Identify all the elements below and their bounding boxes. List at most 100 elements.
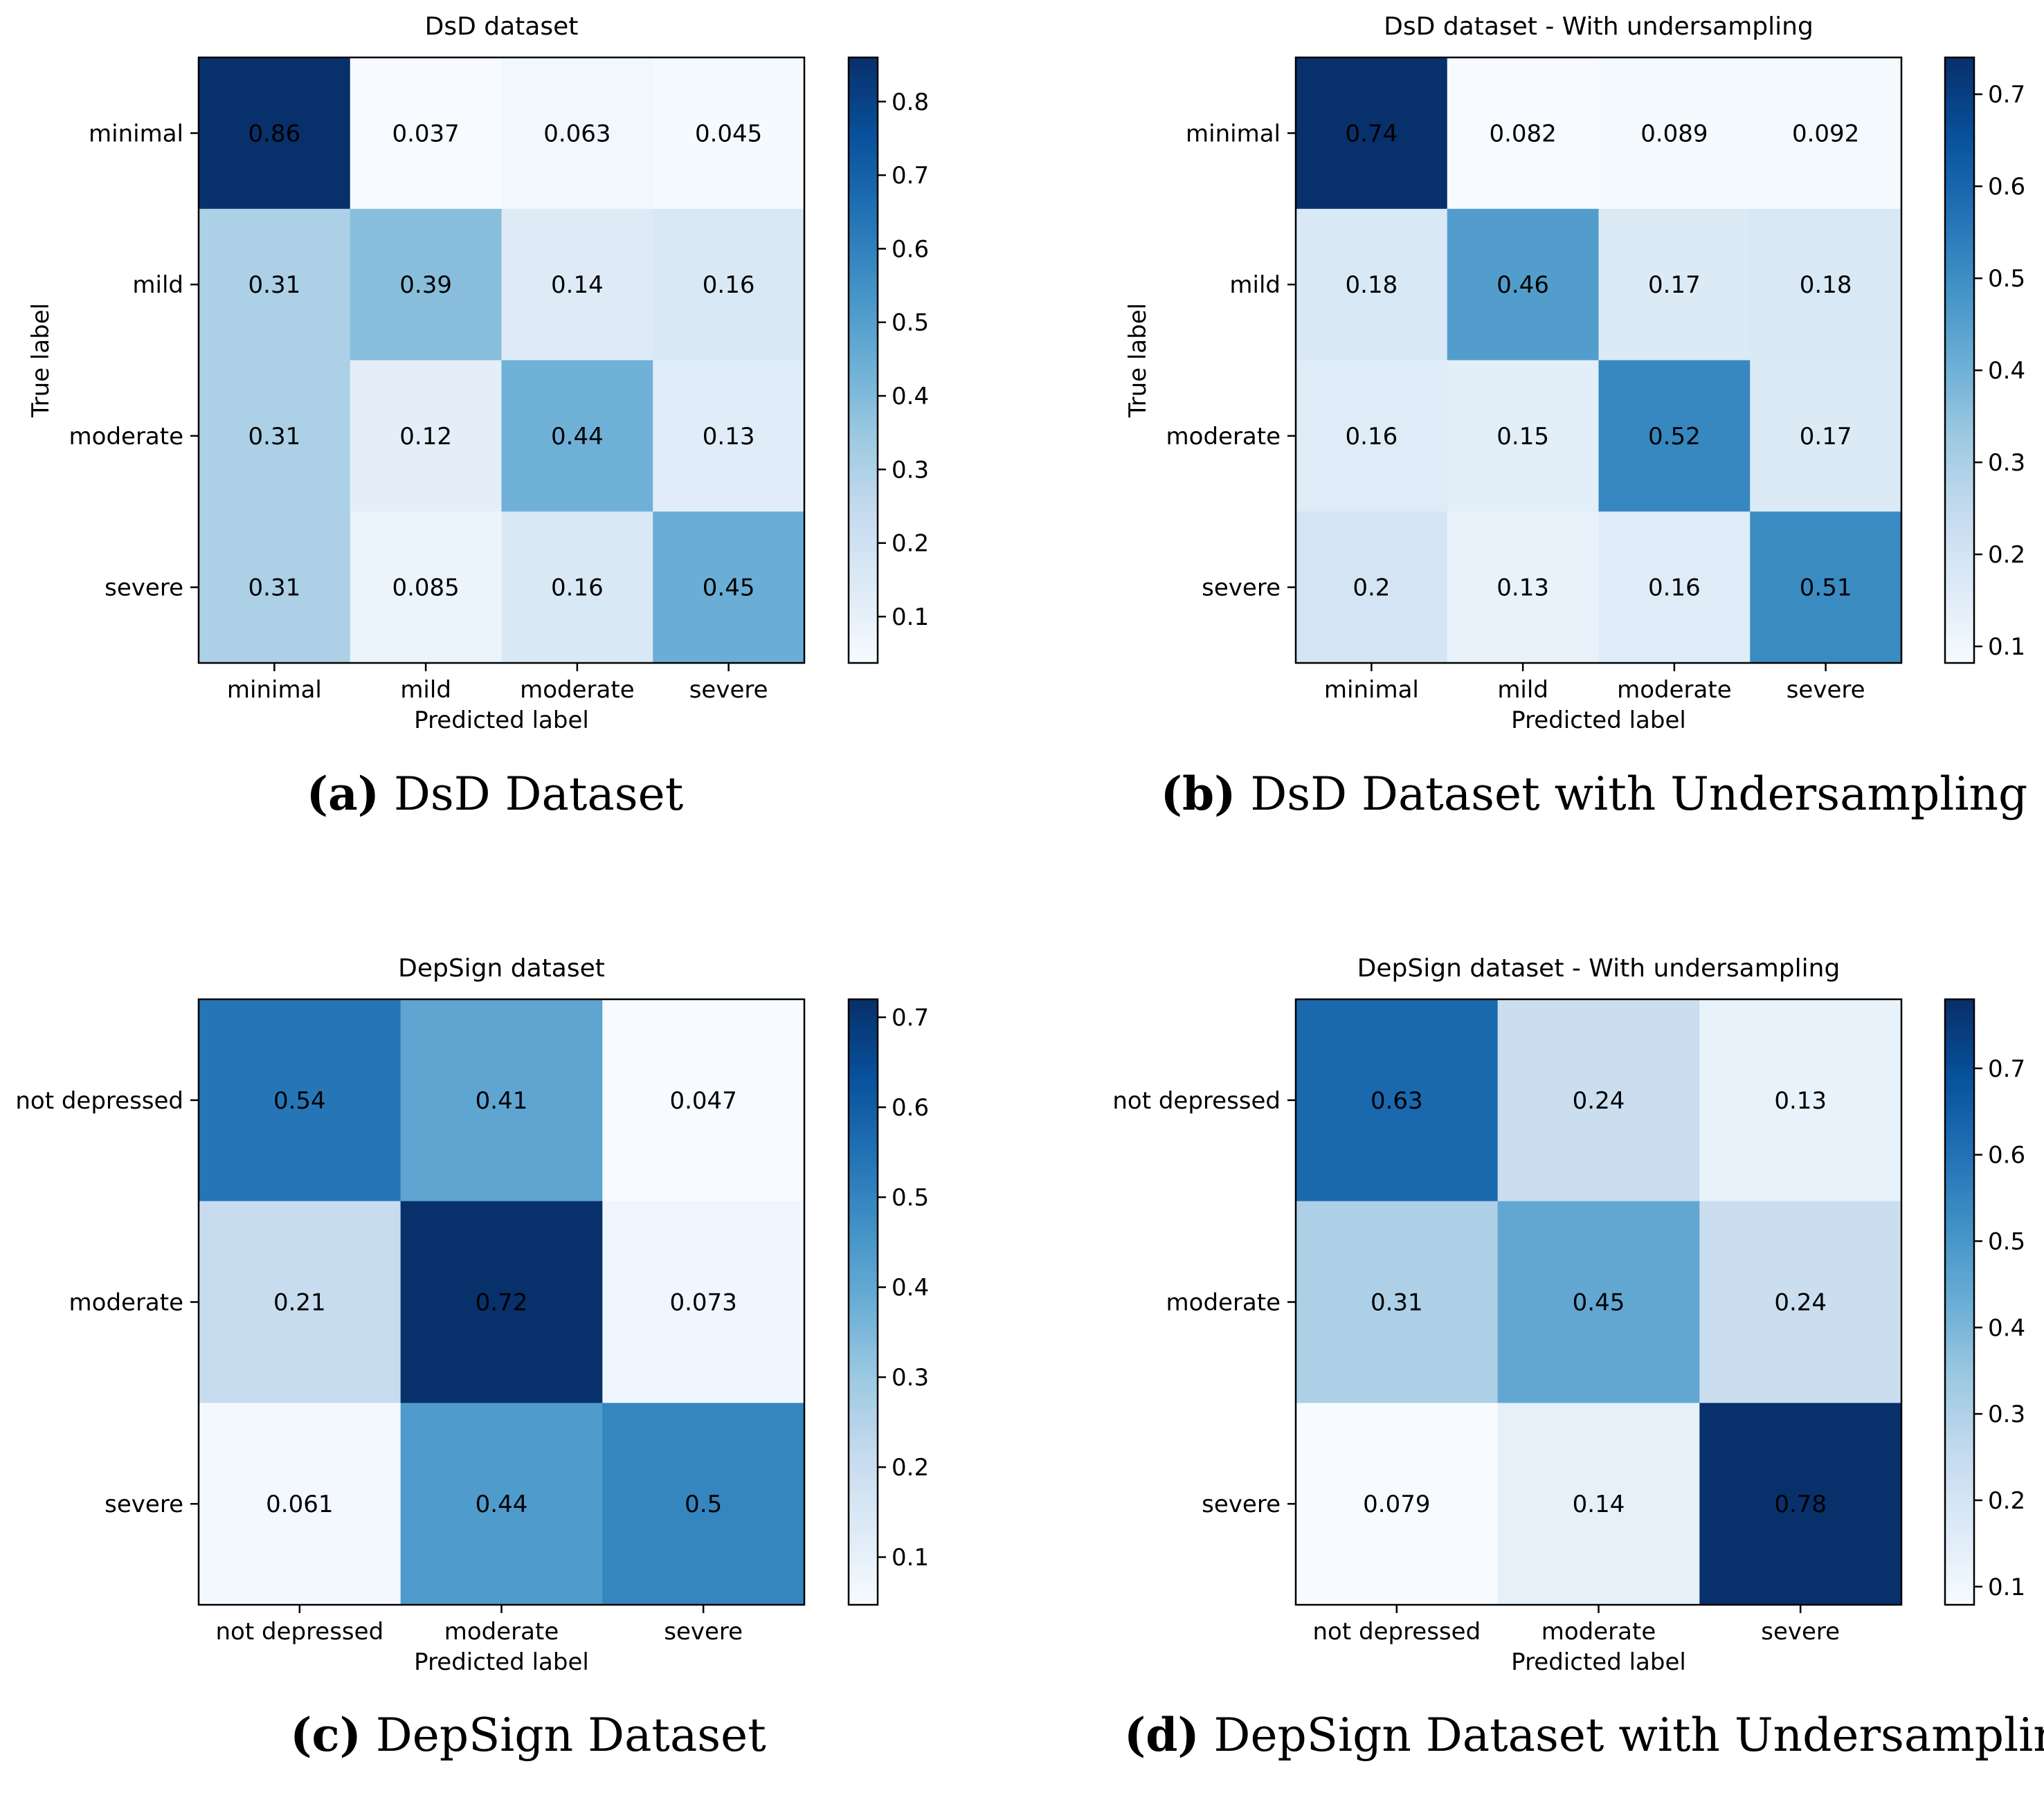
colorbar-segment (1945, 163, 1974, 170)
colorbar-segment (1945, 259, 1974, 265)
cell-value-label: 0.045 (695, 120, 762, 147)
x-tick-label: moderate (520, 676, 634, 704)
cell-value-label: 0.061 (266, 1491, 333, 1518)
colorbar-segment (1945, 375, 1974, 381)
cell-value-label: 0.16 (1346, 423, 1398, 451)
colorbar-segment (849, 1594, 878, 1601)
heatmap-cell (1750, 360, 1902, 512)
colorbar-segment (849, 531, 878, 538)
colorbar-segment (849, 1266, 878, 1273)
colorbar-segment (1945, 168, 1974, 174)
cell-value-label: 0.39 (399, 271, 452, 299)
heatmap-cell (1296, 1201, 1499, 1403)
colorbar-segment (1945, 284, 1974, 291)
colorbar-segment (1945, 325, 1974, 331)
colorbar-segment (849, 1493, 878, 1500)
colorbar-segment (849, 62, 878, 69)
panel-c: DepSign dataset 0.54 0.41 0.047 0.21 0.72 0.07… (15, 954, 929, 1762)
colorbar-segment (849, 274, 878, 280)
colorbar-segment (849, 1120, 878, 1127)
colorbar-segment (849, 1055, 878, 1061)
colorbar-segment (1945, 1377, 1974, 1383)
colorbar-segment (849, 1529, 878, 1535)
panel-caption: (a) DsD Dataset (307, 767, 683, 821)
cell-value-label: 0.74 (1346, 120, 1398, 147)
colorbar-segment (849, 1221, 878, 1227)
colorbar-segment (849, 1453, 878, 1459)
colorbar-segment (1945, 1478, 1974, 1484)
colorbar-segment (849, 1433, 878, 1439)
colorbar-segment (1945, 1201, 1974, 1207)
colorbar-segment (849, 1090, 878, 1096)
colorbar-segment (849, 1574, 878, 1581)
colorbar-segment (1945, 133, 1974, 139)
colorbar-segment (1945, 466, 1974, 472)
heatmap-cell (1447, 57, 1599, 210)
colorbar-segment (849, 1473, 878, 1480)
colorbar-segment (849, 637, 878, 644)
colorbar-segment (1945, 1185, 1974, 1192)
colorbar-segment (1945, 349, 1974, 356)
colorbar-segment (849, 345, 878, 351)
colorbar-segment (849, 1392, 878, 1399)
colorbar-segment (849, 1412, 878, 1419)
colorbar-segment (849, 289, 878, 295)
colorbar-segment (1945, 1100, 1974, 1106)
colorbar-segment (1945, 1468, 1974, 1475)
colorbar-segment (1945, 1075, 1974, 1081)
colorbar-segment (849, 430, 878, 437)
colorbar-segment (1945, 314, 1974, 320)
colorbar-segment (1945, 158, 1974, 164)
cell-value-label: 0.14 (551, 271, 604, 299)
colorbar-segment (1945, 254, 1974, 260)
colorbar-segment (1945, 1418, 1974, 1424)
cell-value-label: 0.085 (392, 574, 459, 602)
colorbar-segment (1945, 203, 1974, 210)
colorbar-segment (1945, 1145, 1974, 1152)
colorbar-segment (1945, 1105, 1974, 1111)
colorbar-segment (1945, 239, 1974, 245)
colorbar-segment (1945, 294, 1974, 300)
colorbar-segment (1945, 637, 1974, 644)
colorbar-tick-label: 0.4 (892, 383, 929, 410)
colorbar-segment (1945, 627, 1974, 634)
colorbar-segment (849, 309, 878, 316)
cell-value-label: 0.52 (1648, 423, 1701, 451)
colorbar-segment (1945, 1403, 1974, 1409)
colorbar-segment (1945, 1084, 1974, 1091)
colorbar-frame (1944, 998, 1975, 1606)
colorbar-segment (1945, 1357, 1974, 1363)
colorbar-segment (1945, 567, 1974, 573)
colorbar-segment (1945, 1453, 1974, 1459)
colorbar-segment (849, 122, 878, 129)
colorbar-segment (1945, 1110, 1974, 1116)
colorbar-segment (1945, 1216, 1974, 1222)
colorbar-segment (1945, 456, 1974, 462)
colorbar-segment (1945, 446, 1974, 452)
colorbar-tick-label: 0.4 (1988, 1314, 2025, 1342)
colorbar-segment (849, 98, 878, 104)
chart-title: DsD dataset (425, 12, 579, 41)
colorbar-segment (849, 1438, 878, 1444)
colorbar-segment (1945, 1559, 1974, 1565)
cell-value-label: 0.72 (476, 1289, 528, 1317)
colorbar-segment (849, 153, 878, 159)
colorbar-segment (849, 128, 878, 134)
colorbar-segment (849, 456, 878, 462)
colorbar-segment (1945, 587, 1974, 593)
colorbar-segment (849, 249, 878, 255)
cell-value-label: 0.63 (1371, 1087, 1423, 1115)
colorbar-segment (1945, 300, 1974, 306)
colorbar-segment (1945, 451, 1974, 457)
colorbar-segment (1945, 1433, 1974, 1439)
colorbar-segment (849, 1236, 878, 1242)
colorbar-segment (849, 1161, 878, 1167)
colorbar-segment (849, 1019, 878, 1026)
colorbar-segment (1945, 1423, 1974, 1429)
colorbar-segment (1945, 93, 1974, 99)
colorbar-segment (1945, 1271, 1974, 1277)
colorbar-segment (849, 1271, 878, 1277)
colorbar-segment (849, 1337, 878, 1343)
colorbar-segment (849, 78, 878, 84)
caption-text: DepSign Dataset with Undersampling (1200, 1709, 2044, 1762)
